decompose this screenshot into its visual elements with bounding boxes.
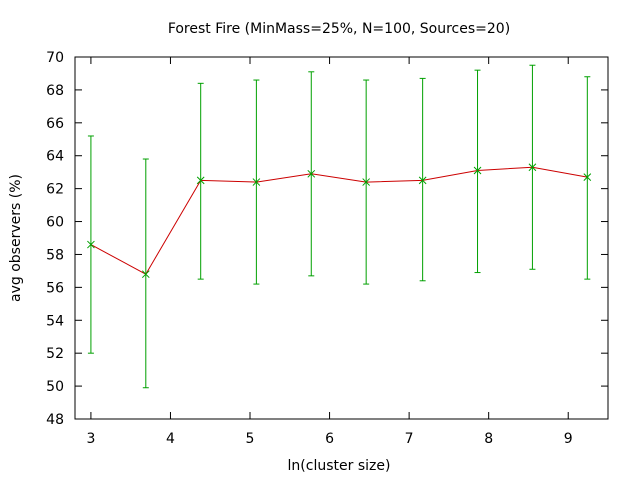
series-lines [90,166,588,275]
y-tick-label-6: 60 [46,215,64,231]
data-point-6 [418,176,427,185]
data-point-0 [87,240,95,249]
data-point-7 [473,166,482,175]
x-tick-label-4: 7 [405,431,414,447]
y-axis-label: avg observers (%) [8,174,24,302]
y-tick-label-9: 66 [46,116,64,132]
y-tick-label-4: 56 [46,280,64,296]
plot-frame [74,56,609,420]
data-point-9 [583,173,592,181]
y-tick-label-5: 58 [46,247,64,263]
x-tick-label-5: 8 [484,431,493,447]
data-point-8 [528,163,537,172]
series-line-0 [90,166,588,275]
y-tick-label-10: 68 [46,83,64,99]
y-tick-label-11: 70 [46,50,64,66]
data-point-2 [196,176,205,185]
y-tick-label-3: 54 [46,313,64,329]
x-tick-label-0: 3 [86,431,95,447]
y-tick-label-7: 62 [46,182,64,198]
x-tick-label-6: 9 [564,431,573,447]
chart-title: Forest Fire (MinMass=25%, N=100, Sources… [168,21,510,37]
data-point-1 [141,270,150,279]
x-tick-label-2: 5 [246,431,255,447]
x-axis-label: ln(cluster size) [288,458,391,474]
data-point-5 [362,178,371,186]
x-tick-label-3: 6 [325,431,334,447]
data-markers [87,163,592,279]
error-bars [87,64,591,389]
data-point-4 [307,169,316,178]
x-tick-label-1: 4 [166,431,175,447]
data-point-3 [252,178,261,186]
y-tick-label-0: 48 [46,412,64,428]
y-tick-label-2: 52 [46,346,64,362]
y-tick-label-1: 50 [46,379,64,395]
y-tick-label-8: 64 [46,149,64,165]
